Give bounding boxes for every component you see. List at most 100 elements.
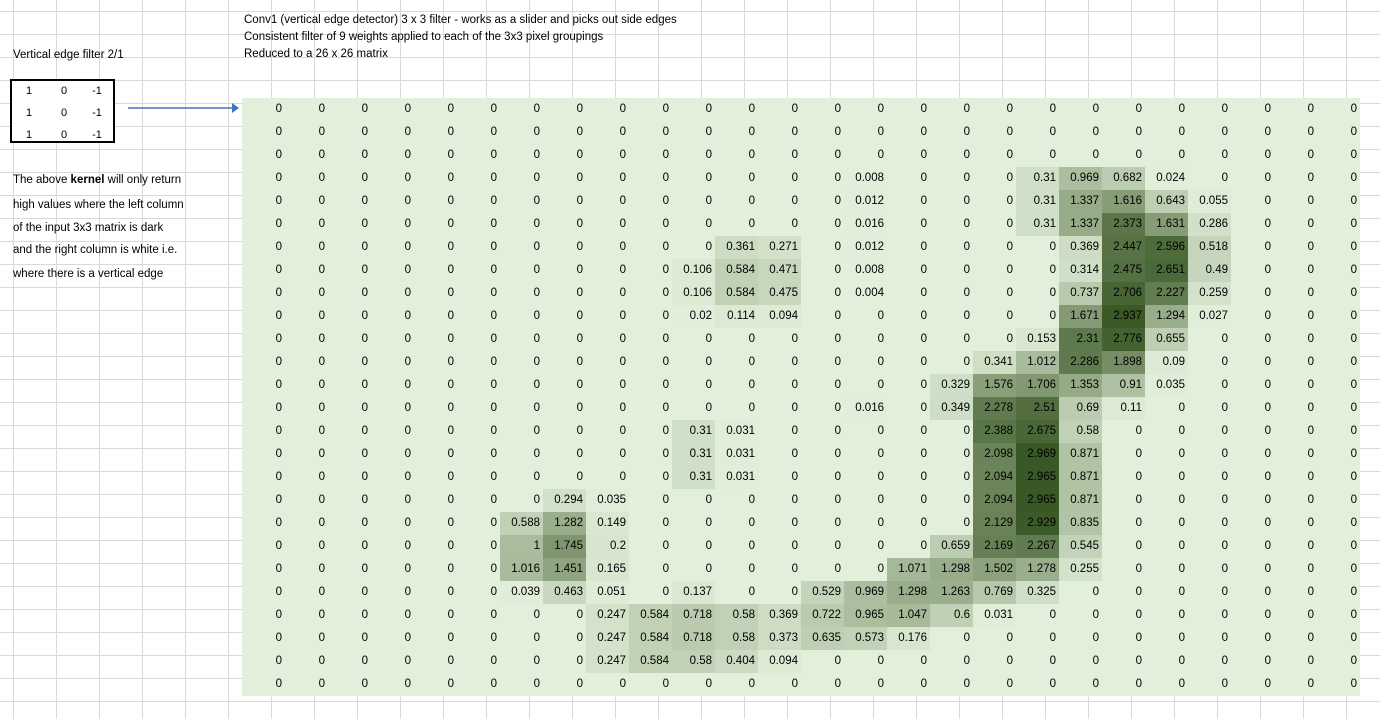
matrix-cell[interactable]: 0 <box>1350 425 1357 437</box>
matrix-cell[interactable]: 0 <box>748 586 755 598</box>
matrix-cell[interactable]: 0.094 <box>758 305 801 328</box>
matrix-cell[interactable]: 0 <box>576 448 583 460</box>
matrix-cell[interactable]: 0 <box>275 655 282 667</box>
matrix-cell[interactable]: 0 <box>834 241 841 253</box>
matrix-cell[interactable]: 0 <box>619 287 626 299</box>
matrix-cell[interactable]: 0 <box>920 103 927 115</box>
matrix-cell[interactable]: 0 <box>1135 678 1142 690</box>
matrix-cell[interactable]: 0 <box>705 402 712 414</box>
matrix-cell[interactable]: 0 <box>533 241 540 253</box>
matrix-cell[interactable]: 0 <box>275 632 282 644</box>
matrix-cell[interactable]: 0 <box>318 103 325 115</box>
matrix-cell[interactable]: 0 <box>361 678 368 690</box>
matrix-cell[interactable]: 0 <box>1350 402 1357 414</box>
matrix-cell[interactable]: 0 <box>619 678 626 690</box>
matrix-cell[interactable]: 0 <box>1006 195 1013 207</box>
matrix-cell[interactable]: 0 <box>1178 563 1185 575</box>
matrix-cell[interactable]: 0.722 <box>801 604 844 627</box>
matrix-cell[interactable]: 0 <box>748 402 755 414</box>
matrix-cell[interactable]: 0 <box>404 517 411 529</box>
matrix-cell[interactable]: 0 <box>1221 586 1228 598</box>
matrix-cell[interactable]: 0 <box>533 609 540 621</box>
matrix-cell[interactable]: 0 <box>1350 609 1357 621</box>
matrix-cell[interactable]: 0 <box>1006 149 1013 161</box>
matrix-cell[interactable]: 0.004 <box>844 282 887 305</box>
matrix-cell[interactable]: 1.576 <box>973 374 1016 397</box>
matrix-cell[interactable]: 0 <box>404 632 411 644</box>
matrix-cell[interactable]: 0 <box>404 448 411 460</box>
matrix-cell[interactable]: 0.871 <box>1059 443 1102 466</box>
matrix-cell[interactable]: 0 <box>705 103 712 115</box>
matrix-cell[interactable]: 0 <box>447 264 454 276</box>
matrix-cell[interactable]: 1.353 <box>1059 374 1102 397</box>
matrix-cell[interactable]: 0 <box>1135 563 1142 575</box>
matrix-cell[interactable]: 0 <box>447 241 454 253</box>
matrix-cell[interactable]: 0 <box>490 540 497 552</box>
matrix-cell[interactable]: 0 <box>447 218 454 230</box>
matrix-cell[interactable]: 0 <box>1221 172 1228 184</box>
matrix-cell[interactable]: 0 <box>1135 425 1142 437</box>
matrix-cell[interactable]: 0 <box>404 494 411 506</box>
matrix-cell[interactable]: 0 <box>1006 678 1013 690</box>
matrix-cell[interactable]: 0 <box>834 126 841 138</box>
matrix-cell[interactable]: 0 <box>1264 609 1271 621</box>
matrix-cell[interactable]: 0 <box>490 264 497 276</box>
matrix-cell[interactable]: 0 <box>619 310 626 322</box>
matrix-cell[interactable]: 0 <box>490 218 497 230</box>
matrix-cell[interactable]: 0.137 <box>672 581 715 604</box>
matrix-cell[interactable]: 0 <box>877 655 884 667</box>
matrix-cell[interactable]: 0.114 <box>715 305 758 328</box>
matrix-cell[interactable]: 0 <box>404 425 411 437</box>
matrix-cell[interactable]: 0 <box>361 149 368 161</box>
matrix-cell[interactable]: 0 <box>662 563 669 575</box>
matrix-cell[interactable]: 1.745 <box>543 535 586 558</box>
matrix-cell[interactable]: 0 <box>1178 678 1185 690</box>
matrix-cell[interactable]: 0 <box>920 241 927 253</box>
matrix-cell[interactable]: 0 <box>533 379 540 391</box>
matrix-cell[interactable]: 0 <box>576 218 583 230</box>
matrix-cell[interactable]: 1.294 <box>1145 305 1188 328</box>
matrix-cell[interactable]: 0 <box>662 678 669 690</box>
matrix-cell[interactable]: 0 <box>1049 287 1056 299</box>
matrix-cell[interactable]: 0.471 <box>758 259 801 282</box>
matrix-cell[interactable]: 0 <box>1264 655 1271 667</box>
matrix-cell[interactable]: 0 <box>447 448 454 460</box>
matrix-cell[interactable]: 0 <box>877 471 884 483</box>
matrix-cell[interactable]: 0 <box>1264 678 1271 690</box>
matrix-cell[interactable]: 0 <box>963 241 970 253</box>
matrix-cell[interactable]: 0.969 <box>844 581 887 604</box>
matrix-cell[interactable]: 0 <box>404 586 411 598</box>
matrix-cell[interactable]: 0 <box>834 287 841 299</box>
matrix-cell[interactable]: 0 <box>447 402 454 414</box>
matrix-cell[interactable]: 0 <box>1264 264 1271 276</box>
matrix-cell[interactable]: 0 <box>1264 356 1271 368</box>
matrix-cell[interactable]: 0 <box>1264 586 1271 598</box>
matrix-cell[interactable]: 0 <box>275 402 282 414</box>
matrix-cell[interactable]: 0 <box>275 609 282 621</box>
matrix-cell[interactable]: 0 <box>920 218 927 230</box>
matrix-cell[interactable]: 0 <box>1135 517 1142 529</box>
matrix-cell[interactable]: 0.718 <box>672 627 715 650</box>
matrix-cell[interactable]: 0 <box>963 264 970 276</box>
matrix-cell[interactable]: 0 <box>447 287 454 299</box>
matrix-cell[interactable]: 0.286 <box>1188 213 1231 236</box>
matrix-cell[interactable]: 0.835 <box>1059 512 1102 535</box>
matrix-cell[interactable]: 1.502 <box>973 558 1016 581</box>
matrix-cell[interactable]: 0 <box>490 149 497 161</box>
matrix-cell[interactable]: 0 <box>533 356 540 368</box>
matrix-cell[interactable]: 0 <box>490 379 497 391</box>
matrix-cell[interactable]: 0.529 <box>801 581 844 604</box>
matrix-cell[interactable]: 0 <box>877 149 884 161</box>
matrix-cell[interactable]: 0 <box>533 310 540 322</box>
matrix-cell[interactable]: 0 <box>1178 540 1185 552</box>
matrix-cell[interactable]: 0 <box>705 126 712 138</box>
matrix-cell[interactable]: 0 <box>1350 494 1357 506</box>
matrix-cell[interactable]: 0 <box>275 218 282 230</box>
matrix-cell[interactable]: 0 <box>1307 218 1314 230</box>
matrix-cell[interactable]: 0 <box>1221 655 1228 667</box>
matrix-cell[interactable]: 0.58 <box>672 650 715 673</box>
matrix-cell[interactable]: 0 <box>619 241 626 253</box>
matrix-cell[interactable]: 0 <box>1307 494 1314 506</box>
matrix-cell[interactable]: 0 <box>791 540 798 552</box>
matrix-cell[interactable]: 0 <box>834 563 841 575</box>
